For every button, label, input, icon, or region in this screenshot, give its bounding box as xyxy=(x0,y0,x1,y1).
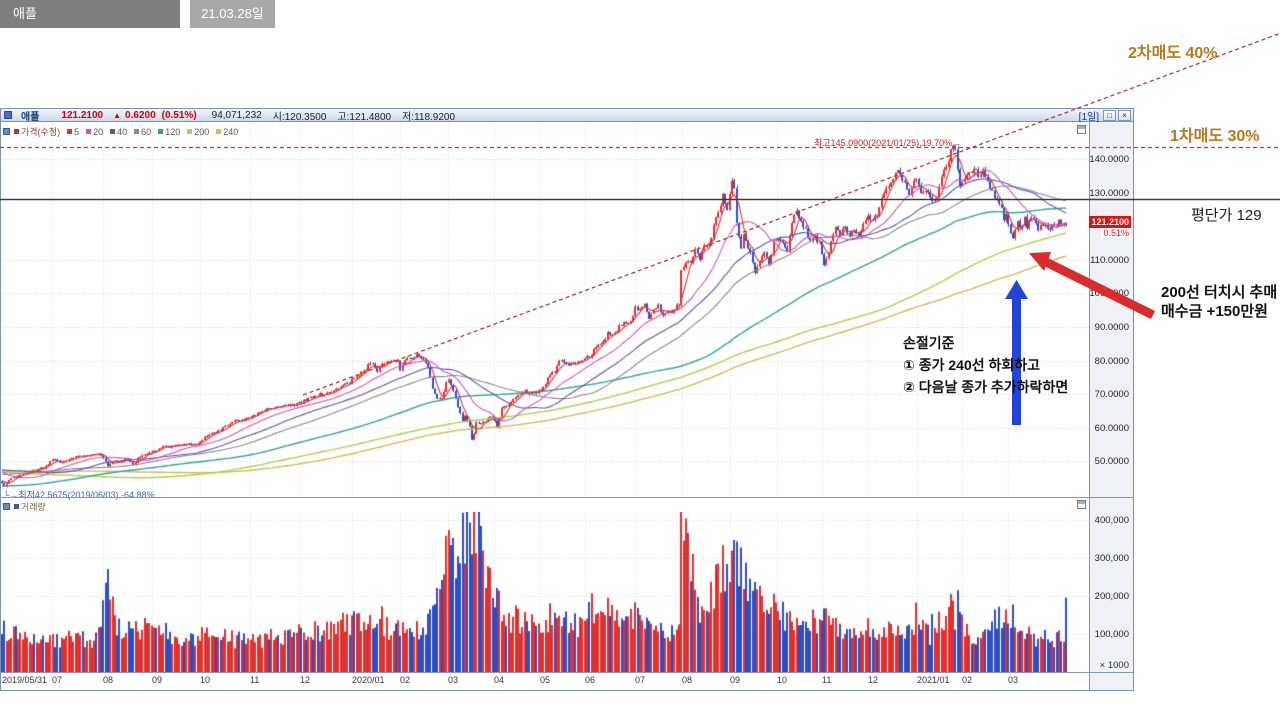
annotation-stop-loss: 손절기준 ① 종가 240선 하회하고 ② 다음날 종가 추가하락하면 xyxy=(903,332,1068,398)
annotation-add-buy: 200선 터치시 추매 매수금 +150만원 xyxy=(1161,283,1277,321)
price-tick-label: 130.0000 xyxy=(1089,187,1129,199)
high-point-label: 최고145.0900(2021/01/25),19.70%→ xyxy=(814,138,962,148)
window-restore-button[interactable]: □ xyxy=(1103,109,1116,121)
annotation-avg-price: 평단가 129 xyxy=(1191,207,1262,224)
titlebar-low: 저:118.9200 xyxy=(402,111,456,123)
x-axis[interactable]: 2019/05/31 07 08 09 10 11 12 2020/01 02 03 04 05 06 0… xyxy=(1,675,1089,689)
ma-240-label: 240 xyxy=(223,126,239,137)
low-point-label: └→최저42.5675(2019/06/03),-64.88% xyxy=(3,490,155,500)
x-axis-label: 05 xyxy=(540,675,551,685)
titlebar-symbol: 애플 xyxy=(21,111,40,123)
volume-legend: 거래량 xyxy=(3,500,46,513)
volume-tick-label: 100,000 xyxy=(1094,629,1129,640)
ma-5-marker xyxy=(67,129,73,134)
titlebar-change-pct: (0.51%) xyxy=(161,109,197,121)
x-axis-label: 07 xyxy=(635,675,646,685)
price-tick-label: 80.0000 xyxy=(1094,355,1129,367)
ma-20-marker xyxy=(86,129,92,134)
volume-chart-canvas[interactable] xyxy=(1,512,1089,672)
up-arrow-icon: ▲ xyxy=(113,110,122,120)
pane-maximize-icon[interactable] xyxy=(1077,500,1086,509)
price-tick-label: 140.0000 xyxy=(1089,154,1129,165)
volume-tick-label: 200,000 xyxy=(1094,591,1129,602)
window-titlebar[interactable]: 애플 121.2100 ▲ 0.6200 (0.51%) 94,071,232 … xyxy=(1,109,1133,123)
x-axis-label: 10 xyxy=(777,675,788,685)
price-series-marker xyxy=(14,129,19,134)
stock-name-box: 애플 xyxy=(0,0,180,28)
x-axis-label: 10 xyxy=(200,675,211,685)
ma-240-marker xyxy=(216,129,222,134)
x-axis-label: 04 xyxy=(494,675,505,685)
ma-20-label: 20 xyxy=(93,126,104,137)
price-chart-canvas[interactable] xyxy=(1,123,1089,497)
ma-40-marker xyxy=(110,129,116,134)
x-axis-label: 12 xyxy=(300,675,311,685)
x-axis-label: 09 xyxy=(730,675,741,685)
volume-tick-label: 400,000 xyxy=(1094,515,1129,526)
x-axis-label: 03 xyxy=(1008,675,1019,685)
timeframe-label: [1일] xyxy=(1078,111,1099,123)
price-tick-label: 60.0000 xyxy=(1094,422,1129,434)
ma-40-label: 40 xyxy=(117,126,128,137)
price-tick-label: 70.0000 xyxy=(1094,389,1129,401)
x-axis-label: 11 xyxy=(250,675,260,685)
collapse-pane-icon[interactable] xyxy=(3,128,10,135)
x-axis-label: 03 xyxy=(448,675,459,685)
annotation-add-buy-line2: 매수금 +150만원 xyxy=(1161,303,1268,320)
window-close-button[interactable]: × xyxy=(1118,109,1131,121)
titlebar-price: 121.2100 xyxy=(61,109,104,121)
x-axis-label: 08 xyxy=(682,675,693,685)
price-legend: 가격(수정) 5 20 40 60 120 200 240 xyxy=(3,125,238,138)
pane-maximize-icon[interactable] xyxy=(1077,125,1086,134)
x-axis-label: 06 xyxy=(585,675,596,685)
ma-60-label: 60 xyxy=(141,126,152,137)
annotation-sell1: 1차매도 30% xyxy=(1170,128,1260,145)
x-axis-label: 02 xyxy=(962,675,973,685)
window-icon xyxy=(4,111,12,119)
x-axis-label: 09 xyxy=(152,675,163,685)
current-price-badge: 121.2100 xyxy=(1089,216,1131,228)
volume-tick-label: 300,000 xyxy=(1094,553,1129,564)
current-change-badge: 0.51% xyxy=(1101,228,1131,238)
x-axis-label: 11 xyxy=(822,675,832,685)
annotation-stop-line3: ② 다음날 종가 추가하락하면 xyxy=(903,379,1069,395)
x-axis-label: 2020/01 xyxy=(352,675,385,685)
price-tick-label: 110.0000 xyxy=(1090,254,1129,266)
annotation-stop-line2: ① 종가 240선 하회하고 xyxy=(903,357,1041,373)
price-tick-label: 50.0000 xyxy=(1094,456,1129,468)
price-tick-label: 100.0000 xyxy=(1089,288,1129,300)
annotation-add-buy-line1: 200선 터치시 추매 xyxy=(1161,284,1278,301)
x-axis-label: 08 xyxy=(103,675,114,685)
x-axis-label: 2019/05/31 xyxy=(2,675,48,685)
ma-200-label: 200 xyxy=(194,126,210,137)
annotation-stop-line1: 손절기준 xyxy=(903,335,955,351)
x-axis-label: 2021/01 xyxy=(917,675,950,685)
date-box: 21.03.28일 xyxy=(190,0,275,28)
x-axis-label: 02 xyxy=(400,675,411,685)
volume-unit-label: × 1000 xyxy=(1099,660,1129,671)
price-series-label: 가격(수정) xyxy=(21,127,61,137)
titlebar-volume: 94,071,232 xyxy=(211,109,262,121)
titlebar-change: 0.6200 xyxy=(125,109,156,121)
ma-5-label: 5 xyxy=(74,126,80,137)
annotation-sell2: 2차매도 40% xyxy=(1128,45,1218,62)
volume-series-marker xyxy=(14,504,19,509)
volume-series-label: 거래량 xyxy=(21,502,46,512)
ma-200-marker xyxy=(187,129,193,134)
ma-120-label: 120 xyxy=(165,126,181,137)
titlebar-high: 고:121.4800 xyxy=(337,111,392,123)
collapse-pane-icon[interactable] xyxy=(3,503,10,510)
x-axis-label: 07 xyxy=(52,675,63,685)
ma-60-marker xyxy=(134,129,140,134)
x-axis-label: 12 xyxy=(868,675,879,685)
pane-divider[interactable] xyxy=(0,497,1134,498)
ma-120-marker xyxy=(158,129,164,134)
price-tick-label: 90.0000 xyxy=(1094,322,1129,333)
x-axis-line xyxy=(0,672,1134,673)
titlebar-open: 시:120.3500 xyxy=(272,111,327,123)
price-axis[interactable]: 140.0000 130.0000 110.0000 100.0000 90.0000 8… xyxy=(1089,122,1133,690)
